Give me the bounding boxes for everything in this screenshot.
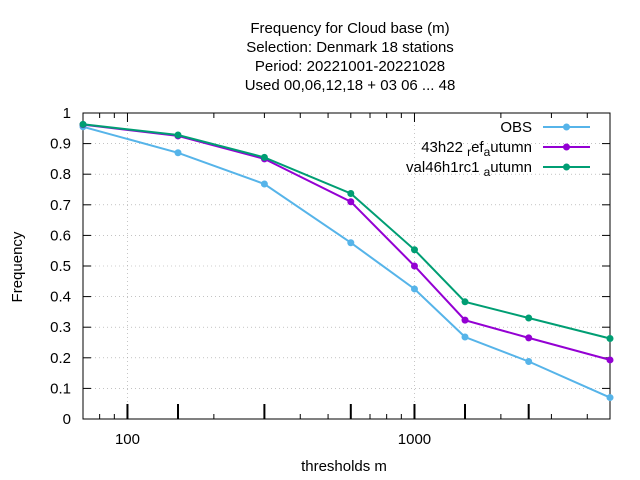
- plot-frame: [82, 112, 611, 420]
- series-3-point: [410, 246, 418, 254]
- series-layer: [79, 120, 614, 402]
- y-tick-label: 0: [63, 411, 71, 428]
- series-1-point: [260, 180, 268, 188]
- y-tick-label: 0.7: [50, 197, 71, 214]
- series-3-point: [260, 153, 268, 161]
- series-2-point: [347, 198, 355, 206]
- y-axis-title: Frequency: [9, 231, 26, 302]
- series-line-1: [82, 125, 611, 399]
- x-tick-label: 1000: [398, 431, 431, 448]
- legend-entry-1: OBS: [500, 119, 590, 136]
- series-3-point: [461, 298, 469, 306]
- legend-label: 43h22 refautumn: [421, 139, 532, 159]
- y-tick-label: 0.1: [50, 380, 71, 397]
- series-line-3: [82, 123, 611, 340]
- series-1-point: [525, 357, 533, 365]
- legend-label: val46h1rc1 autumn: [406, 159, 532, 179]
- y-tick-label: 0.2: [50, 350, 71, 367]
- x-axis-title: thresholds m: [301, 458, 387, 475]
- y-tick-label: 0.8: [50, 166, 71, 183]
- legend-entry-2: 43h22 refautumn: [421, 139, 590, 159]
- y-tick-label: 0.3: [50, 319, 71, 336]
- x-tick-label: 100: [115, 431, 140, 448]
- legend-sample-marker: [563, 123, 570, 131]
- legend-label: OBS: [500, 119, 532, 136]
- title-line-4: Used 00,06,12,18 + 03 06 ... 48: [245, 77, 456, 94]
- series-3-point: [347, 189, 355, 197]
- series-2-point: [525, 334, 533, 342]
- y-tick-label: 0.5: [50, 258, 71, 275]
- series-2-point: [410, 262, 418, 270]
- series-2-point: [461, 316, 469, 324]
- series-1-point: [461, 333, 469, 341]
- series-3-point: [174, 131, 182, 139]
- y-tick-label: 0.9: [50, 136, 71, 153]
- legend-sample-marker: [563, 143, 570, 151]
- title-line-1: Frequency for Cloud base (m): [250, 20, 449, 37]
- series-3-point: [79, 120, 87, 128]
- y-tick-label: 0.4: [50, 289, 71, 306]
- series-2-point: [606, 356, 614, 364]
- title-line-3: Period: 20221001-20221028: [255, 58, 445, 75]
- y-tick-label: 0.6: [50, 227, 71, 244]
- legend-sample-marker: [563, 163, 570, 171]
- series-1-point: [347, 239, 355, 247]
- axes: 0 0.1 0.2 0.3 0.4 0.5 0.6 0.7 0.8 0.9 1 100 1000: [50, 105, 611, 448]
- series-3-point: [606, 335, 614, 343]
- title-line-2: Selection: Denmark 18 stations: [246, 39, 454, 56]
- chart-title: Frequency for Cloud base (m) Selection: …: [245, 20, 456, 94]
- series-3-point: [525, 314, 533, 322]
- series-1-point: [174, 149, 182, 157]
- y-tick-label: 1: [63, 105, 71, 122]
- series-1-point: [606, 394, 614, 402]
- legend-entry-3: val46h1rc1 autumn: [406, 159, 590, 179]
- series-1-point: [410, 285, 418, 293]
